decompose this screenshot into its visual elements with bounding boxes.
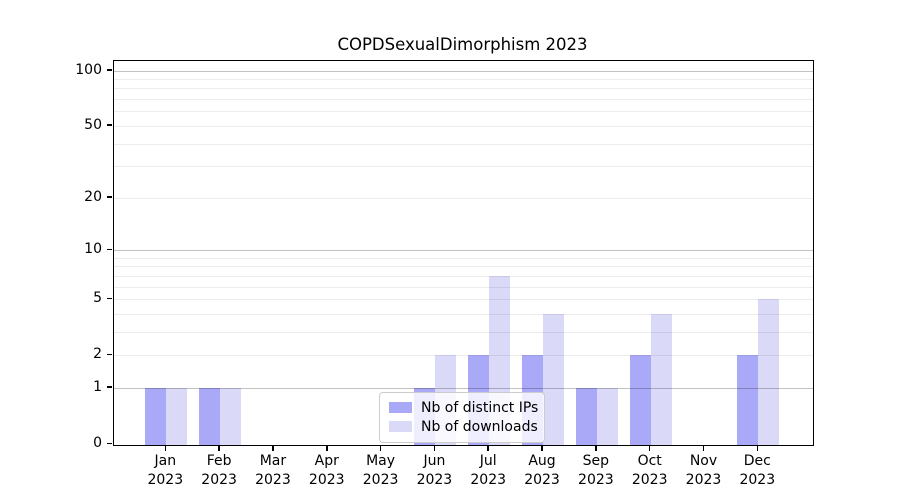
- x-tick-label: May 2023: [362, 453, 399, 488]
- gridline-minor: [114, 125, 813, 127]
- legend: Nb of distinct IPs Nb of downloads: [379, 392, 545, 443]
- bar-downloads: [650, 313, 672, 445]
- x-tick-mark: [379, 445, 382, 451]
- gridline-minor: [114, 299, 813, 301]
- x-tick-label: Dec 2023: [739, 453, 776, 488]
- bar-downloads: [166, 387, 188, 445]
- gridline-minor: [114, 275, 813, 277]
- x-tick-label: Nov 2023: [685, 453, 722, 488]
- x-tick-label: Apr 2023: [308, 453, 345, 488]
- x-tick-mark: [648, 445, 651, 451]
- gridline-minor: [114, 166, 813, 168]
- gridline-minor: [114, 143, 813, 145]
- y-tick-mark: [106, 69, 112, 71]
- bar-distinct-ips: [145, 387, 167, 445]
- gridline-minor: [114, 88, 813, 90]
- bar-downloads: [596, 387, 618, 445]
- gridline-minor: [114, 257, 813, 259]
- x-tick-label: Mar 2023: [255, 453, 291, 488]
- x-tick-label: Oct 2023: [631, 453, 668, 488]
- x-tick-mark: [326, 445, 328, 451]
- x-tick-label: Jul 2023: [470, 453, 507, 488]
- x-tick-mark: [164, 445, 167, 451]
- gridline-minor: [114, 79, 813, 81]
- x-tick-mark: [702, 445, 705, 451]
- x-tick-label: Sep 2023: [578, 453, 614, 488]
- gridline-minor: [114, 355, 813, 357]
- y-tick-mark: [106, 297, 112, 300]
- y-tick-label: 1: [93, 378, 102, 395]
- bar-distinct-ips: [629, 355, 651, 445]
- y-tick-label: 50: [84, 116, 102, 133]
- gridline-minor: [114, 266, 813, 268]
- legend-row-distinct-ips: Nb of distinct IPs: [389, 398, 539, 417]
- legend-label-distinct-ips: Nb of distinct IPs: [421, 399, 539, 416]
- bar-downloads: [220, 387, 242, 445]
- x-tick-label: Jun 2023: [416, 453, 453, 488]
- bar-downloads: [758, 299, 780, 445]
- y-tick-label: 100: [75, 61, 102, 78]
- x-tick-mark: [756, 445, 759, 451]
- legend-swatch-distinct-ips: [389, 402, 412, 413]
- x-tick-mark: [541, 445, 543, 451]
- x-tick-mark: [218, 445, 220, 451]
- y-tick-label: 5: [93, 290, 102, 307]
- y-tick-label: 20: [84, 188, 102, 205]
- gridline-minor: [114, 313, 813, 315]
- legend-label-downloads: Nb of downloads: [421, 418, 538, 435]
- x-tick-label: Jan 2023: [147, 453, 184, 488]
- bar-distinct-ips: [575, 387, 597, 445]
- chart-title: COPDSexualDimorphism 2023: [337, 35, 588, 54]
- gridline-minor: [114, 197, 813, 199]
- legend-row-downloads: Nb of downloads: [389, 417, 538, 436]
- gridline-minor: [114, 99, 813, 101]
- y-tick-mark: [106, 353, 112, 356]
- legend-swatch-downloads: [389, 421, 412, 432]
- bar-distinct-ips: [737, 355, 759, 445]
- y-tick-mark: [106, 196, 112, 198]
- y-tick-mark: [106, 124, 112, 126]
- y-tick-label: 10: [84, 241, 102, 257]
- y-tick-label: 2: [93, 346, 102, 363]
- y-tick-mark: [106, 442, 112, 444]
- x-tick-label: Aug 2023: [524, 453, 560, 488]
- gridline-major: [114, 250, 813, 251]
- gridline-major: [114, 70, 813, 72]
- gridline-minor: [114, 286, 813, 288]
- bar-downloads: [543, 313, 565, 445]
- x-tick-mark: [433, 445, 436, 451]
- x-tick-mark: [595, 445, 597, 451]
- y-tick-label: 0: [93, 435, 102, 451]
- bar-distinct-ips: [199, 387, 221, 445]
- x-tick-mark: [487, 445, 489, 451]
- plot-area: Nb of distinct IPs Nb of downloads: [113, 60, 814, 446]
- x-tick-label: Feb 2023: [201, 453, 237, 488]
- y-tick-mark: [106, 248, 112, 250]
- y-tick-mark: [106, 386, 112, 388]
- gridline-minor: [114, 111, 813, 113]
- x-tick-mark: [272, 445, 274, 451]
- gridline-minor: [114, 331, 813, 333]
